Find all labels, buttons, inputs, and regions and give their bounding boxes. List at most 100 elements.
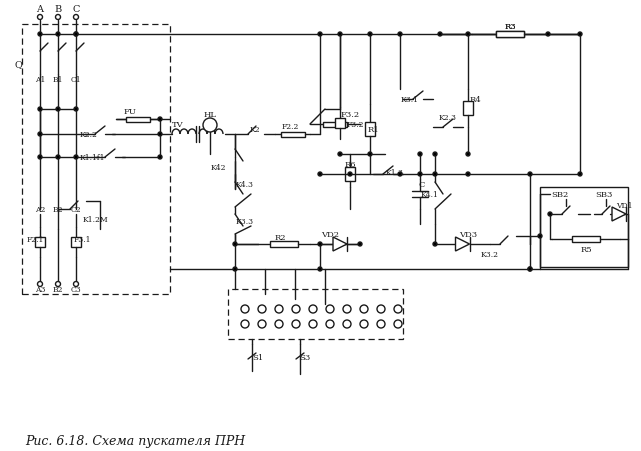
Circle shape (258, 320, 266, 328)
Text: K1.1f1: K1.1f1 (80, 154, 106, 161)
Circle shape (203, 119, 217, 133)
Circle shape (528, 173, 532, 177)
Circle shape (74, 156, 78, 160)
Circle shape (343, 320, 351, 328)
Circle shape (233, 267, 237, 272)
Text: F3.2: F3.2 (346, 121, 363, 129)
Circle shape (74, 33, 78, 37)
Circle shape (466, 33, 470, 37)
Text: R4: R4 (469, 96, 481, 104)
Text: C2: C2 (71, 206, 81, 213)
Text: SB2: SB2 (551, 191, 569, 198)
Polygon shape (333, 238, 347, 252)
Circle shape (538, 235, 542, 239)
Polygon shape (456, 238, 469, 252)
Bar (71, 238, 81, 248)
Circle shape (338, 33, 342, 37)
Text: FU: FU (124, 108, 137, 116)
Text: K2.2: K2.2 (80, 131, 98, 139)
Text: Q: Q (14, 60, 22, 69)
Text: SB3: SB3 (595, 191, 613, 198)
Circle shape (38, 282, 42, 287)
Circle shape (292, 305, 300, 313)
Circle shape (466, 173, 470, 177)
Circle shape (433, 152, 437, 156)
Circle shape (158, 133, 162, 137)
Circle shape (318, 33, 322, 37)
Text: R3: R3 (504, 23, 516, 31)
Circle shape (56, 33, 60, 37)
Circle shape (318, 173, 322, 177)
Circle shape (398, 33, 402, 37)
Circle shape (74, 15, 78, 20)
Text: VD2: VD2 (321, 230, 339, 239)
Circle shape (38, 33, 42, 37)
Circle shape (309, 305, 317, 313)
Text: K2.3: K2.3 (439, 114, 457, 122)
Circle shape (56, 15, 60, 20)
Text: VD3: VD3 (459, 230, 477, 239)
Bar (463, 102, 473, 116)
Text: F2.2: F2.2 (281, 123, 299, 131)
Polygon shape (612, 207, 626, 221)
Circle shape (158, 156, 162, 160)
Text: K42: K42 (210, 164, 226, 172)
Circle shape (38, 15, 42, 20)
Bar (281, 132, 304, 137)
Text: A3: A3 (35, 285, 46, 293)
Circle shape (338, 152, 342, 156)
Text: C1: C1 (71, 76, 81, 84)
Circle shape (326, 305, 334, 313)
Text: B2: B2 (53, 206, 63, 213)
Circle shape (275, 305, 283, 313)
Circle shape (343, 305, 351, 313)
Text: Рис. 6.18. Схема пускателя ПРН: Рис. 6.18. Схема пускателя ПРН (25, 434, 245, 447)
Circle shape (368, 33, 372, 37)
Circle shape (258, 305, 266, 313)
Bar (572, 236, 600, 243)
Circle shape (433, 243, 437, 246)
Text: K3.2: K3.2 (481, 250, 499, 258)
Text: R2: R2 (274, 234, 286, 241)
Circle shape (377, 320, 385, 328)
Bar (496, 32, 524, 38)
Circle shape (394, 320, 402, 328)
Text: R1: R1 (367, 126, 379, 133)
Text: R6: R6 (344, 161, 356, 169)
Circle shape (578, 33, 582, 37)
Bar (335, 119, 345, 129)
Circle shape (466, 152, 470, 156)
Circle shape (418, 173, 422, 177)
Circle shape (275, 320, 283, 328)
Circle shape (548, 212, 552, 216)
Circle shape (578, 173, 582, 177)
Text: F2.1: F2.1 (26, 235, 44, 244)
Circle shape (546, 33, 550, 37)
Circle shape (74, 282, 78, 287)
Bar (323, 122, 347, 127)
Circle shape (418, 152, 422, 156)
Text: C: C (419, 180, 425, 189)
Text: A1: A1 (35, 76, 45, 84)
Text: K3.1: K3.1 (401, 96, 419, 104)
Text: A: A (37, 5, 44, 14)
Circle shape (326, 320, 334, 328)
Circle shape (38, 108, 42, 112)
Text: HL: HL (203, 111, 217, 119)
Circle shape (438, 33, 442, 37)
Circle shape (38, 133, 42, 137)
Circle shape (74, 33, 78, 37)
Circle shape (56, 108, 60, 112)
Bar (540, 188, 628, 267)
Circle shape (309, 320, 317, 328)
Circle shape (398, 173, 402, 177)
Circle shape (360, 305, 368, 313)
Text: K3.3: K3.3 (236, 217, 254, 226)
Circle shape (74, 108, 78, 112)
Text: K4.1: K4.1 (421, 191, 439, 198)
Circle shape (360, 320, 368, 328)
Bar (365, 123, 375, 137)
Circle shape (528, 267, 532, 272)
Circle shape (528, 267, 532, 272)
Circle shape (433, 173, 437, 177)
